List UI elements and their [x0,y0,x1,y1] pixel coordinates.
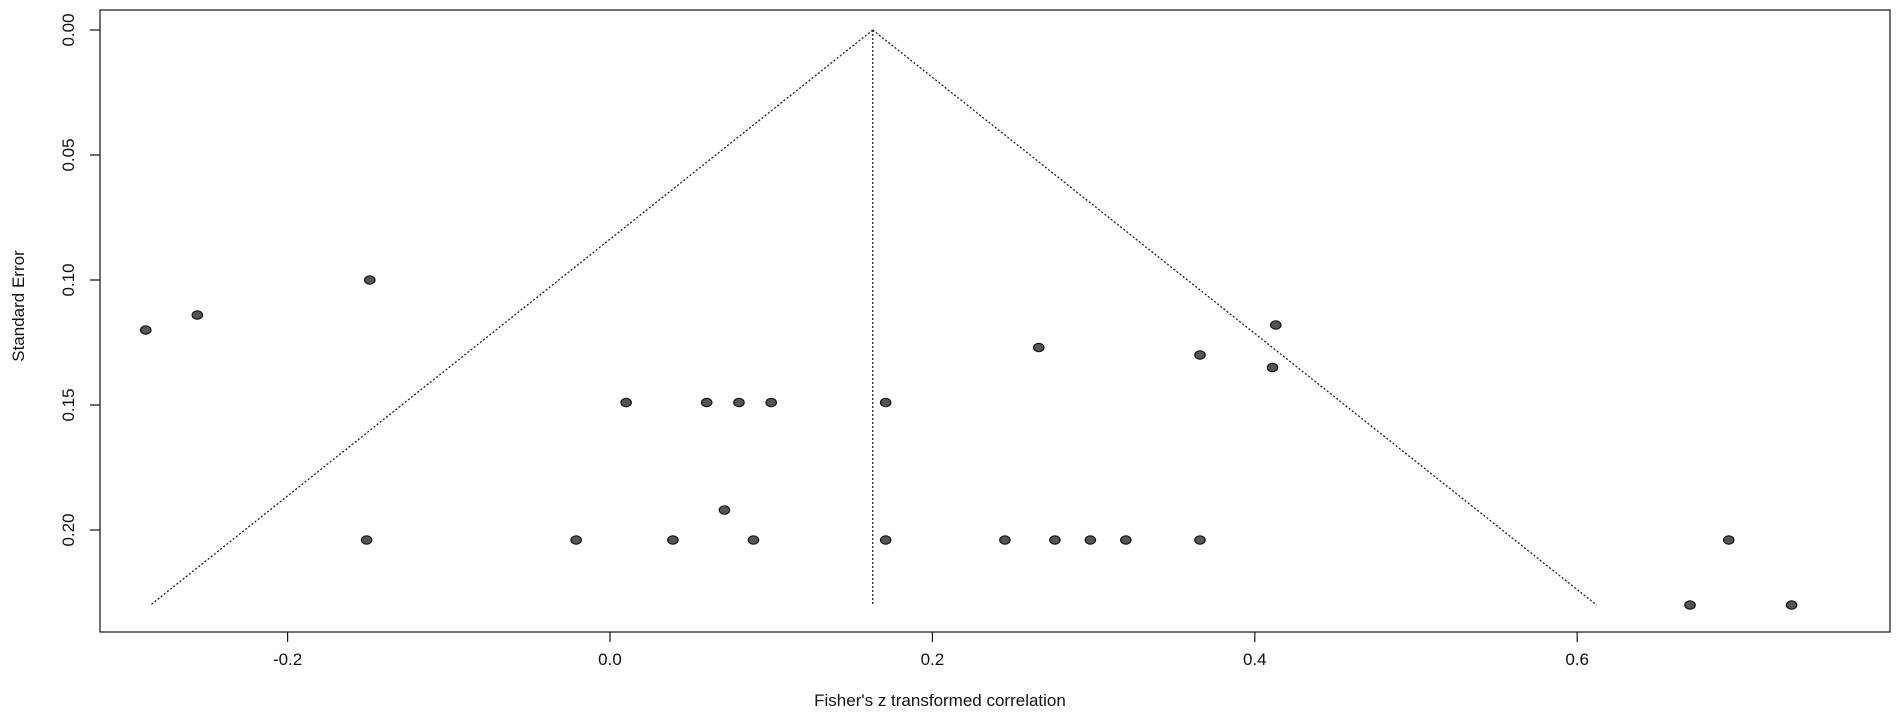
data-point [1120,535,1132,545]
data-point [1084,535,1097,545]
x-tick-label: 0.6 [1565,650,1589,669]
data-point [1032,342,1045,353]
data-point [879,535,892,545]
y-tick-label: 0.00 [59,13,78,46]
funnel-right-line [872,29,1597,606]
y-tick-label: 0.10 [59,263,78,296]
data-point [700,397,713,408]
x-tick-label: 0.2 [921,650,945,669]
data-point [667,535,679,545]
x-tick-label: 0.4 [1243,650,1267,669]
data-point [1194,535,1206,545]
funnel-layer [150,29,1597,606]
data-point [1049,535,1061,545]
y-tick-label: 0.15 [59,388,78,421]
funnel-left-line [150,29,874,606]
data-point [1785,600,1798,610]
data-point [1684,600,1696,610]
data-point [191,310,204,320]
data-point [999,535,1011,545]
y-tick-label: 0.05 [59,138,78,171]
data-point [1266,362,1279,373]
data-point [360,535,373,545]
y-axis: 0.00 0.05 0.10 0.15 0.20 [59,13,100,547]
data-point [879,397,892,408]
data-point [1269,320,1282,330]
y-axis-title: Standard Error [9,250,28,362]
y-tick-label: 0.20 [59,513,78,546]
data-point [620,397,632,408]
data-point [765,397,777,408]
points-layer [139,275,1798,610]
x-tick-label: -0.2 [273,650,302,669]
data-point [570,535,582,545]
data-point [747,535,760,545]
x-axis: -0.2 0.0 0.2 0.4 0.6 [273,632,1589,669]
data-point [364,275,376,285]
data-point [1722,535,1735,545]
data-point [1194,350,1206,360]
plot-frame [99,9,1891,633]
x-tick-label: 0.0 [598,650,622,669]
data-point [139,325,152,335]
data-point [718,505,731,515]
x-axis-title: Fisher's z transformed correlation [814,691,1066,710]
data-point [733,397,745,408]
